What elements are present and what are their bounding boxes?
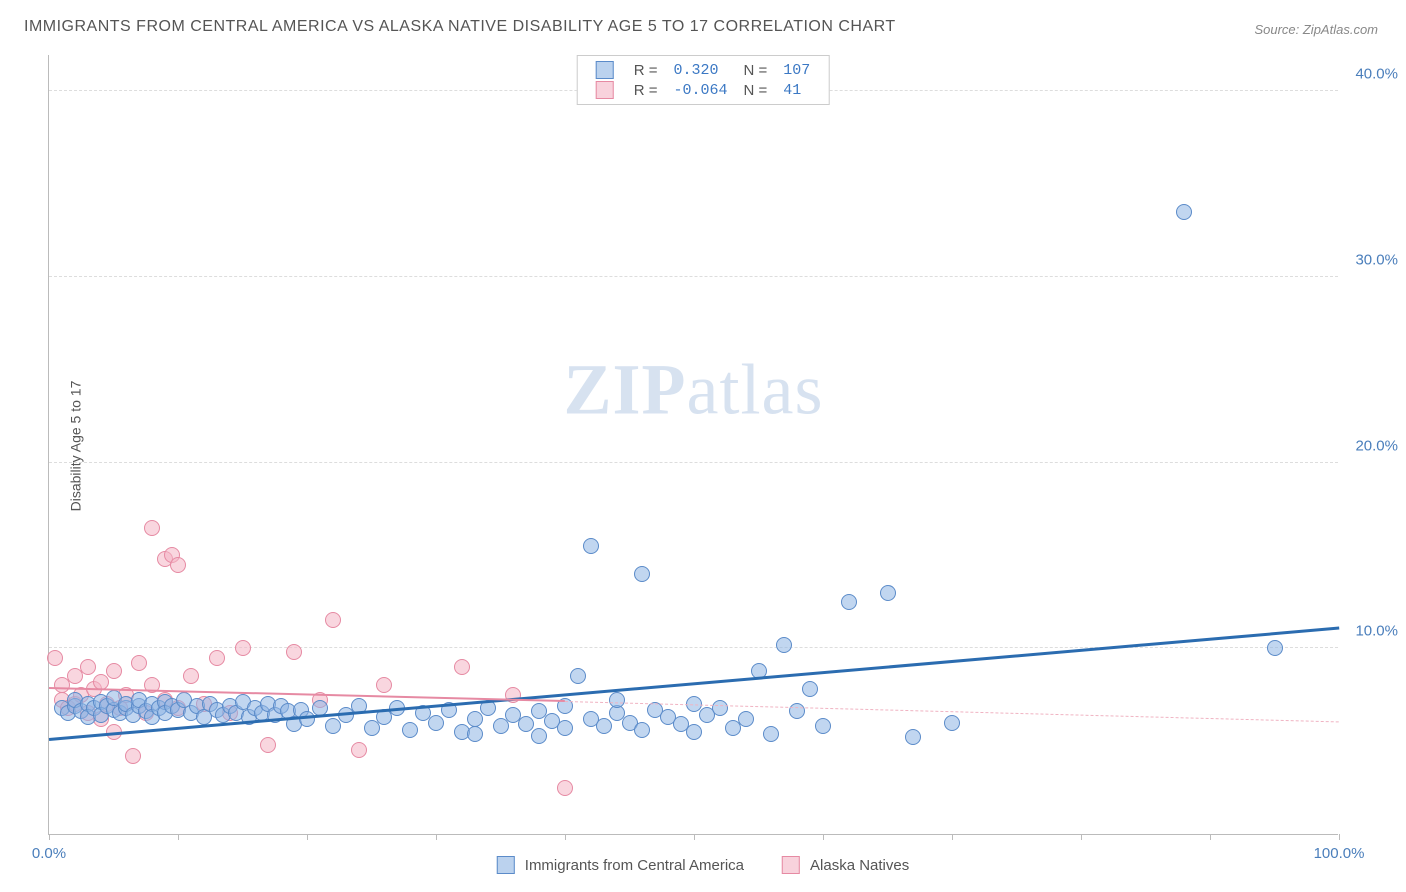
y-tick-label: 30.0% [1355,251,1398,268]
data-point [776,637,792,653]
gridline [49,276,1338,277]
data-point [325,718,341,734]
data-point [260,737,276,753]
x-tick-mark [1339,834,1340,840]
legend-swatch [782,856,800,874]
y-tick-label: 40.0% [1355,66,1398,83]
legend: Immigrants from Central America Alaska Na… [497,856,909,874]
legend-item: Immigrants from Central America [497,856,744,874]
x-tick-mark [952,834,953,840]
legend-swatch [497,856,515,874]
data-point [467,711,483,727]
data-point [125,748,141,764]
data-point [570,668,586,684]
x-tick-mark [1210,834,1211,840]
data-point [880,585,896,601]
x-tick-mark [694,834,695,840]
y-tick-label: 10.0% [1355,623,1398,640]
stats-row: R =0.320N =107 [588,60,819,80]
data-point [905,729,921,745]
y-tick-label: 20.0% [1355,437,1398,454]
x-tick-mark [436,834,437,840]
data-point [402,722,418,738]
data-point [235,640,251,656]
legend-item: Alaska Natives [782,856,909,874]
data-point [789,703,805,719]
data-point [815,718,831,734]
x-tick-mark [307,834,308,840]
data-point [944,715,960,731]
data-point [583,538,599,554]
data-point [183,668,199,684]
r-value: 0.320 [665,60,735,80]
data-point [364,720,380,736]
x-tick-mark [823,834,824,840]
data-point [712,700,728,716]
data-point [1267,640,1283,656]
stats-row: R =-0.064N =41 [588,80,819,100]
legend-label: Alaska Natives [810,857,909,874]
x-tick-mark [178,834,179,840]
legend-swatch [596,61,614,79]
data-point [609,692,625,708]
data-point [763,726,779,742]
data-point [376,677,392,693]
r-value: -0.064 [665,80,735,100]
n-label: N = [736,80,776,100]
data-point [351,742,367,758]
scatter-plot: ZIPatlas 10.0%20.0%30.0%40.0%0.0%100.0% [48,55,1338,835]
data-point [596,718,612,734]
data-point [634,722,650,738]
legend-swatch [596,81,614,99]
data-point [841,594,857,610]
x-tick-label: 100.0% [1314,845,1365,862]
data-point [47,650,63,666]
data-point [531,728,547,744]
data-point [106,663,122,679]
source-label: Source: ZipAtlas.com [1254,22,1378,37]
data-point [454,659,470,675]
data-point [686,724,702,740]
data-point [634,566,650,582]
data-point [738,711,754,727]
data-point [802,681,818,697]
n-label: N = [736,60,776,80]
data-point [557,780,573,796]
data-point [209,650,225,666]
data-point [467,726,483,742]
stats-box: R =0.320N =107R =-0.064N =41 [577,55,830,105]
n-value: 107 [775,60,818,80]
r-label: R = [626,80,666,100]
x-tick-mark [565,834,566,840]
data-point [493,718,509,734]
data-point [131,655,147,671]
data-point [1176,204,1192,220]
data-point [557,720,573,736]
watermark: ZIPatlas [564,348,824,431]
r-label: R = [626,60,666,80]
data-point [286,644,302,660]
n-value: 41 [775,80,818,100]
data-point [170,557,186,573]
x-tick-label: 0.0% [32,845,66,862]
data-point [428,715,444,731]
gridline [49,462,1338,463]
data-point [325,612,341,628]
x-tick-mark [49,834,50,840]
chart-title: IMMIGRANTS FROM CENTRAL AMERICA VS ALASK… [24,18,896,36]
data-point [144,520,160,536]
data-point [80,659,96,675]
legend-label: Immigrants from Central America [525,857,744,874]
x-tick-mark [1081,834,1082,840]
